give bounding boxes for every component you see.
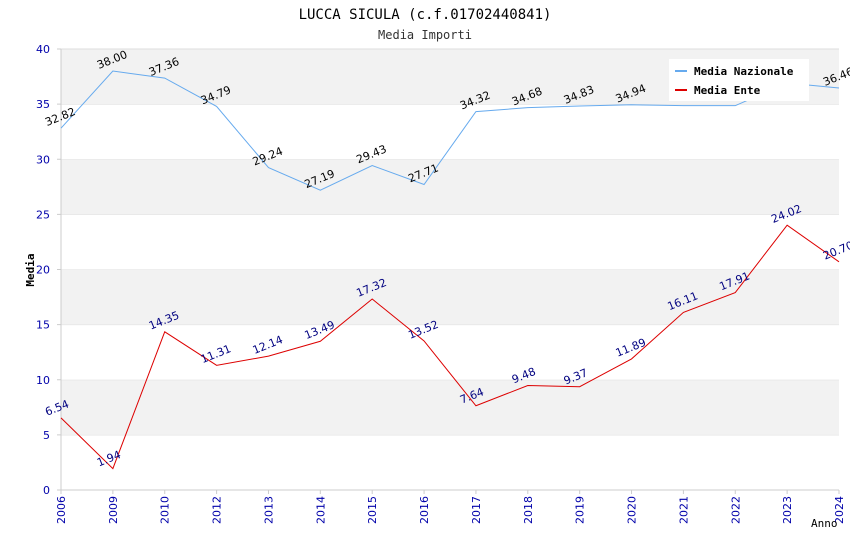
chart-title: LUCCA SICULA (c.f.01702440841)	[299, 7, 552, 23]
x-tick-label: 2006	[55, 496, 68, 524]
x-axis-label: Anno	[811, 517, 838, 530]
x-tick-label: 2012	[211, 496, 224, 524]
x-tick-label: 2017	[470, 496, 483, 524]
x-tick-label: 2019	[574, 496, 587, 524]
x-tick-label: 2009	[107, 496, 120, 524]
legend-label: Media Nazionale	[694, 65, 794, 78]
y-tick-label: 35	[36, 98, 50, 111]
legend-box	[669, 59, 809, 101]
y-tick-label: 20	[36, 264, 50, 277]
y-axis-label: Media	[24, 253, 37, 286]
series-line-media-nazionale	[60, 70, 840, 191]
legend-label: Media Ente	[694, 84, 761, 97]
x-tick-label: 2010	[159, 496, 172, 524]
grid-band	[61, 434, 839, 490]
y-axis: 0 5 10 15 20 25 30 35 40	[36, 43, 61, 497]
x-tick-label: 2023	[781, 496, 794, 524]
x-tick-label: 2020	[626, 496, 639, 524]
grid-band	[61, 159, 839, 215]
grid-band	[61, 379, 839, 435]
x-tick-label: 2013	[262, 496, 275, 524]
y-tick-label: 30	[36, 153, 50, 166]
grid-band	[61, 214, 839, 270]
legend: Media Nazionale Media Ente	[669, 59, 809, 101]
x-tick-label: 2024	[833, 496, 846, 524]
x-tick-label: 2022	[729, 496, 742, 524]
background-bands	[60, 48, 839, 491]
grid-band	[61, 269, 839, 325]
y-tick-label: 5	[43, 429, 50, 442]
grid-band	[61, 104, 839, 160]
chart-subtitle: Media Importi	[378, 28, 472, 42]
y-tick-label: 25	[36, 208, 50, 221]
x-axis: 2006 2009 2010 2012 2013 2014 2015 2016 2017 2018…	[55, 490, 846, 524]
x-tick-label: 2018	[522, 496, 535, 524]
y-tick-label: 15	[36, 319, 50, 332]
y-tick-label: 0	[43, 484, 50, 497]
x-tick-label: 2016	[418, 496, 431, 524]
x-tick-label: 2021	[677, 496, 690, 524]
y-tick-label: 10	[36, 374, 50, 387]
y-tick-label: 40	[36, 43, 50, 56]
grid-band	[61, 324, 839, 380]
series-line-media-ente	[60, 224, 840, 470]
series-lines	[60, 70, 840, 470]
x-tick-label: 2015	[366, 496, 379, 524]
x-tick-label: 2014	[314, 496, 327, 524]
